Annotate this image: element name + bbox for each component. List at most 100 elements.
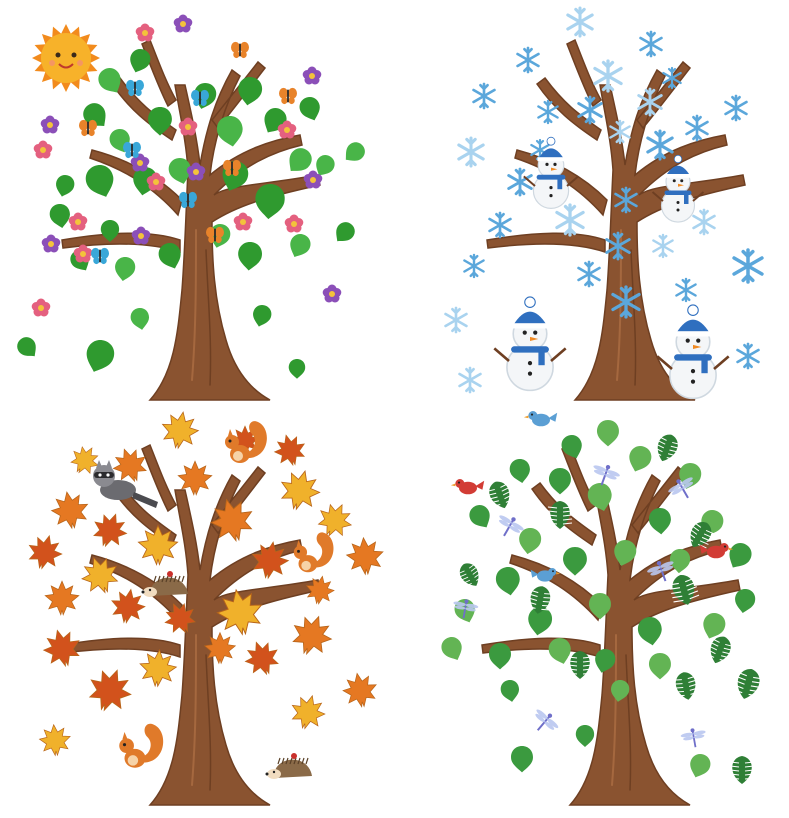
- flower-icon: [68, 212, 88, 231]
- winter-decorations: [444, 6, 764, 400]
- snowflake-icon: [507, 167, 533, 197]
- leaf-icon: [339, 138, 369, 167]
- flower-icon: [40, 115, 60, 134]
- winter-tree-trunk: [486, 38, 746, 401]
- snowflake-icon: [444, 306, 468, 334]
- bird-icon: [450, 479, 485, 495]
- leaf-icon: [296, 94, 324, 124]
- hedgehog-icon: [265, 753, 312, 779]
- flower-icon: [322, 284, 342, 303]
- leaf-icon: [649, 653, 671, 680]
- maple-leaf-icon: [48, 488, 92, 532]
- snowflake-icon: [732, 248, 764, 284]
- squirrel-icon: [293, 532, 334, 573]
- leaf-icon: [48, 202, 73, 230]
- maple-leaf-icon: [44, 580, 80, 616]
- dragonfly-icon: [453, 599, 479, 619]
- snowflake-icon: [458, 366, 482, 394]
- leaf-icon: [624, 442, 655, 476]
- snowflake-icon: [555, 203, 585, 237]
- maple-leaf-icon: [286, 690, 330, 734]
- monstera-leaf-icon: [732, 669, 764, 699]
- leaf-icon: [575, 725, 595, 747]
- maple-leaf-icon: [87, 507, 133, 553]
- leaf-icon: [236, 241, 263, 272]
- autumn-tree-trunk: [61, 443, 321, 806]
- hedgehog-icon: [141, 571, 188, 597]
- summer-decorations: [438, 411, 764, 784]
- snowflake-icon: [463, 253, 485, 279]
- leaf-icon: [494, 565, 523, 598]
- monstera-leaf-icon: [672, 672, 700, 700]
- leaf-icon: [288, 359, 306, 379]
- snowflake-icon: [724, 94, 748, 122]
- leaf-icon: [80, 336, 119, 377]
- snowflake-icon: [488, 211, 512, 239]
- squirrel-icon: [119, 723, 164, 768]
- dragonfly-icon: [535, 709, 559, 731]
- maple-leaf-icon: [344, 535, 386, 577]
- snowflake-icon: [472, 82, 496, 110]
- snowman-icon: [493, 296, 567, 392]
- leaf-icon: [285, 230, 314, 262]
- bird-icon: [530, 568, 561, 582]
- leaf-icon: [723, 539, 756, 573]
- leaf-icon: [686, 751, 714, 781]
- leaf-icon: [489, 643, 511, 670]
- spring-decorations: [13, 14, 369, 379]
- monstera-leaf-icon: [705, 636, 735, 664]
- bird-icon: [699, 543, 734, 559]
- raccoon-icon: [93, 460, 158, 508]
- leaf-icon: [13, 333, 42, 363]
- monstera-leaf-icon: [729, 756, 755, 784]
- dragonfly-icon: [499, 515, 524, 537]
- flower-icon: [186, 162, 206, 181]
- leaf-icon: [250, 302, 274, 329]
- leaf-icon: [53, 172, 77, 199]
- dragonfly-icon: [593, 464, 620, 486]
- leaf-icon: [516, 526, 543, 557]
- summer-tree-trunk: [481, 443, 741, 806]
- maple-leaf-icon: [158, 408, 202, 452]
- monstera-leaf-icon: [456, 563, 484, 588]
- autumn-tree: [61, 443, 321, 806]
- leaf-icon: [508, 457, 533, 485]
- monstera-leaf-icon: [567, 651, 593, 679]
- winter-tree: [486, 38, 746, 401]
- butterfly-icon: [123, 141, 141, 159]
- snowman-icon: [523, 136, 579, 210]
- snowflake-icon: [675, 277, 697, 303]
- snowflake-icon: [457, 136, 485, 168]
- maple-leaf-icon: [37, 722, 73, 758]
- sun-icon: [32, 24, 100, 92]
- flower-icon: [284, 214, 304, 233]
- flower-icon: [302, 66, 322, 85]
- flower-icon: [33, 140, 53, 159]
- maple-leaf-icon: [270, 430, 310, 470]
- leaf-icon: [330, 218, 359, 248]
- monstera-leaf-icon: [685, 521, 715, 549]
- snowflake-icon: [639, 30, 663, 58]
- butterfly-icon: [126, 79, 144, 97]
- maple-leaf-icon: [23, 530, 67, 574]
- maple-leaf-icon: [286, 609, 338, 661]
- leaf-icon: [465, 501, 496, 533]
- flower-icon: [233, 212, 253, 231]
- monstera-leaf-icon: [668, 575, 700, 605]
- butterfly-icon: [279, 87, 297, 105]
- autumn-decorations: [23, 408, 386, 779]
- monstera-leaf-icon: [652, 434, 682, 462]
- snowflake-icon: [577, 260, 601, 288]
- leaf-icon: [549, 468, 571, 495]
- butterfly-icon: [223, 159, 241, 177]
- butterfly-icon: [191, 89, 209, 107]
- bird-icon: [523, 411, 558, 427]
- maple-leaf-icon: [82, 662, 138, 718]
- flower-icon: [131, 226, 151, 245]
- dragonfly-icon: [668, 477, 693, 499]
- snowflake-icon: [593, 59, 623, 93]
- snowflake-icon: [685, 114, 709, 142]
- maple-leaf-icon: [339, 669, 381, 711]
- dragonfly-icon: [680, 728, 706, 748]
